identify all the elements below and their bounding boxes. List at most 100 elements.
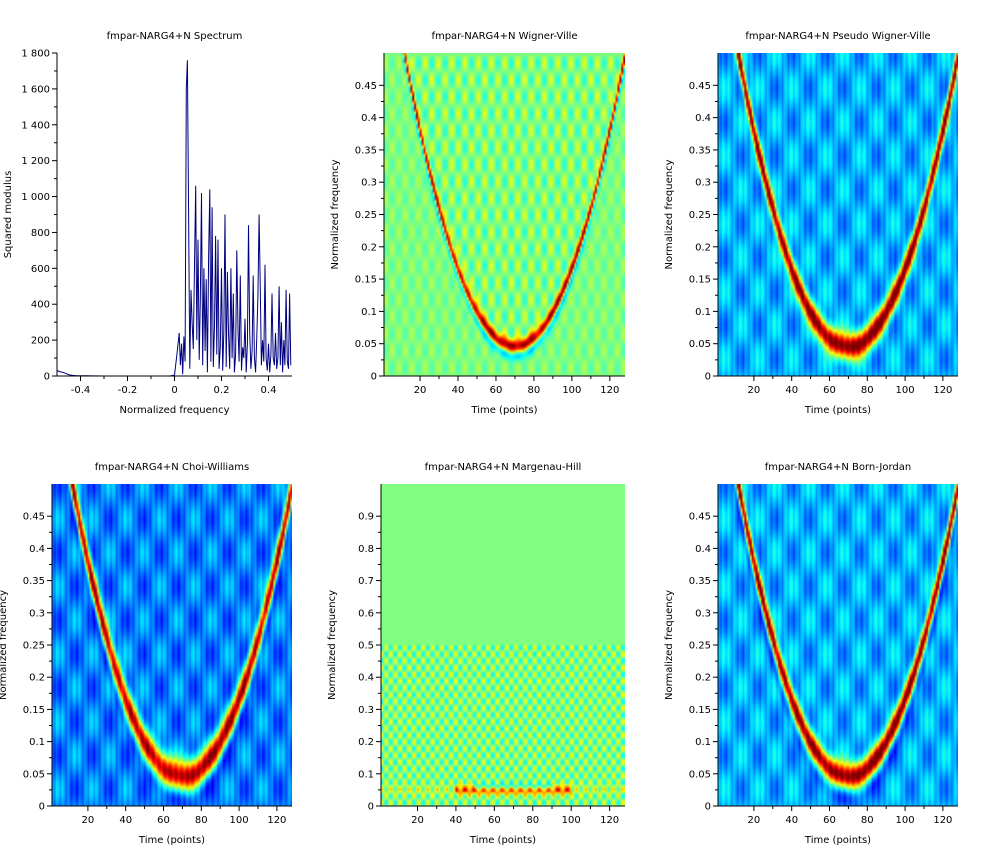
y-tick-label: 0: [705, 802, 711, 813]
x-tick-label: 60: [823, 815, 836, 826]
subplot-3: 20 40 60 80 100 120 0 0.05 0.1 0.15 0.2 0.25 0.3 0.35…: [664, 31, 958, 416]
x-tick-label: 40: [119, 815, 132, 826]
y-tick-label: 0: [39, 802, 45, 813]
y-tick-label: 0.3: [695, 608, 711, 619]
heatmap-image: [718, 53, 958, 376]
y-tick-label: 0.15: [355, 275, 377, 286]
heatmap-image: [718, 484, 958, 806]
y-tick-label: 0.5: [358, 641, 374, 652]
y-tick-label: 0.05: [355, 339, 377, 350]
y-tick-label: 0: [368, 802, 374, 813]
x-tick-label: 120: [267, 815, 286, 826]
y-tick-label: 0.45: [23, 512, 45, 523]
subplot-5: 20 40 60 80 100 120 0 0.1 0.2 0.3 0.4 0.5 0.6 0.7 0.8 0…: [327, 462, 625, 846]
y-axis-label: Normalized frequency: [327, 590, 338, 700]
y-axis-label: Normalized frequency: [664, 590, 675, 700]
y-tick-label: 0.4: [358, 673, 374, 684]
x-tick-label: 60: [488, 815, 501, 826]
x-tick-label: 20: [411, 815, 424, 826]
y-tick-label: 0.8: [358, 544, 374, 555]
x-tick-label: -0.2: [118, 385, 138, 396]
y-tick-label: 0.35: [689, 576, 711, 587]
y-axis-label: Normalized frequency: [664, 159, 675, 269]
y-tick-label: 0.6: [358, 608, 374, 619]
y-tick-label: 400: [31, 300, 50, 311]
spectrum-line: [56, 60, 292, 377]
y-tick-label: 0.15: [689, 705, 711, 716]
y-tick-label: 0.35: [23, 576, 45, 587]
y-tick-label: 0.45: [689, 512, 711, 523]
x-tick-label: 80: [861, 385, 874, 396]
y-tick-label: 0.25: [23, 641, 45, 652]
x-tick-label: 100: [230, 815, 249, 826]
y-tick-label: 0.35: [689, 145, 711, 156]
y-axis-label: Squared modulus: [3, 171, 14, 259]
x-tick-label: 100: [896, 385, 915, 396]
x-tick-label: 80: [861, 815, 874, 826]
x-tick-label: 0.4: [261, 385, 277, 396]
x-axis-label: Time (points): [804, 405, 871, 416]
x-tick-label: 100: [562, 815, 581, 826]
y-tick-label: 0.4: [695, 544, 711, 555]
x-axis-label: Normalized frequency: [119, 405, 229, 416]
x-tick-label: 60: [157, 815, 170, 826]
y-tick-label: 0.25: [689, 210, 711, 221]
x-tick-label: 100: [562, 385, 581, 396]
x-axis-label: Time (points): [138, 835, 205, 846]
y-tick-label: 0.9: [358, 512, 374, 523]
x-tick-label: 0: [171, 385, 177, 396]
y-tick-label: 600: [31, 264, 50, 275]
y-tick-label: 0.2: [358, 737, 374, 748]
x-tick-label: 40: [785, 385, 798, 396]
y-tick-label: 0.1: [358, 769, 374, 780]
y-axis-label: Normalized frequency: [0, 590, 9, 700]
y-tick-label: 0.2: [695, 242, 711, 253]
y-tick-label: 800: [31, 228, 50, 239]
y-tick-label: 0.15: [689, 275, 711, 286]
subplot-title: fmpar-NARG4+N Wigner-Ville: [431, 31, 577, 42]
x-tick-label: 40: [785, 815, 798, 826]
x-axis-label: Time (points): [470, 405, 537, 416]
x-tick-label: 120: [933, 815, 952, 826]
x-tick-label: 20: [414, 385, 427, 396]
x-tick-label: 20: [748, 815, 761, 826]
x-tick-label: 40: [452, 385, 465, 396]
y-tick-label: 0.1: [361, 307, 377, 318]
y-tick-label: 0.3: [358, 705, 374, 716]
y-tick-label: 0.3: [29, 608, 45, 619]
y-tick-label: 0.25: [689, 641, 711, 652]
subplot-4: 20 40 60 80 100 120 0 0.05 0.1 0.15 0.2 0.25 0.3 0.35…: [0, 462, 292, 846]
y-tick-label: 0.4: [361, 113, 377, 124]
y-tick-label: 1 200: [21, 156, 50, 167]
y-tick-label: 0.3: [695, 178, 711, 189]
y-tick-label: 0: [371, 372, 377, 383]
subplot-title: fmpar-NARG4+N Pseudo Wigner-Ville: [745, 31, 930, 42]
x-tick-label: 20: [748, 385, 761, 396]
x-tick-label: 120: [600, 385, 619, 396]
heatmap-image: [52, 484, 292, 806]
y-tick-label: 0.2: [361, 242, 377, 253]
x-axis-label: Time (points): [804, 835, 871, 846]
y-tick-label: 0.05: [23, 769, 45, 780]
y-tick-label: 0.45: [355, 81, 377, 92]
y-tick-label: 1 600: [21, 84, 50, 95]
x-tick-label: -0.4: [71, 385, 91, 396]
y-tick-label: 0.1: [29, 737, 45, 748]
y-axis-label: Normalized frequency: [330, 159, 341, 269]
y-tick-label: 0.2: [695, 673, 711, 684]
y-tick-label: 200: [31, 336, 50, 347]
y-tick-label: 0.05: [689, 339, 711, 350]
x-tick-label: 80: [195, 815, 208, 826]
x-axis-label: Time (points): [469, 835, 536, 846]
subplot-2: 20 40 60 80 100 120 0 0.05 0.1 0.15 0.2 0.25 0.3 0.35…: [330, 31, 625, 416]
y-tick-label: 0.7: [358, 576, 374, 587]
subplot-title: fmpar-NARG4+N Margenau-Hill: [425, 462, 582, 473]
y-tick-label: 0.4: [29, 544, 45, 555]
y-tick-label: 0.4: [695, 113, 711, 124]
subplot-1: -0.4 -0.2 0 0.2 0.4 0 200 400 600 800 1 000 1 200 1 …: [3, 31, 292, 416]
x-tick-label: 80: [526, 815, 539, 826]
y-tick-label: 0: [44, 372, 50, 383]
x-tick-label: 120: [600, 815, 619, 826]
